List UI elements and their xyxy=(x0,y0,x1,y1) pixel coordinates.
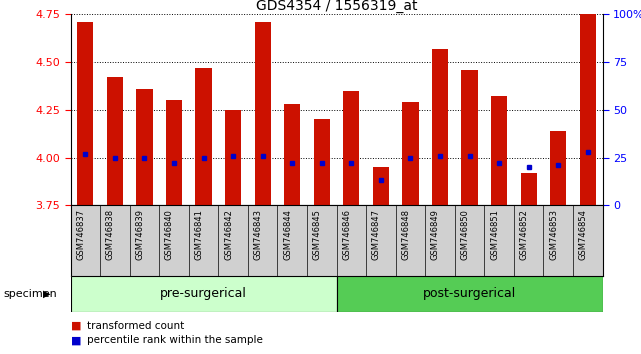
Title: GDS4354 / 1556319_at: GDS4354 / 1556319_at xyxy=(256,0,417,13)
Text: transformed count: transformed count xyxy=(87,321,184,331)
Bar xyxy=(462,70,478,205)
Bar xyxy=(520,173,537,205)
Text: GSM746847: GSM746847 xyxy=(372,209,381,260)
Text: post-surgerical: post-surgerical xyxy=(423,287,516,300)
Bar xyxy=(550,131,567,205)
Text: GSM746846: GSM746846 xyxy=(342,209,351,260)
Text: GSM746845: GSM746845 xyxy=(313,209,322,260)
Bar xyxy=(343,91,360,205)
Text: pre-surgerical: pre-surgerical xyxy=(160,287,247,300)
Bar xyxy=(137,89,153,205)
Bar xyxy=(403,102,419,205)
Bar xyxy=(166,100,182,205)
Bar xyxy=(254,22,271,205)
Text: GSM746837: GSM746837 xyxy=(76,209,85,260)
Text: GSM746838: GSM746838 xyxy=(106,209,115,260)
Bar xyxy=(106,77,123,205)
Text: GSM746853: GSM746853 xyxy=(549,209,558,260)
Bar xyxy=(372,167,389,205)
Bar xyxy=(225,110,241,205)
Bar xyxy=(77,22,94,205)
Text: GSM746849: GSM746849 xyxy=(431,209,440,260)
Bar xyxy=(432,48,448,205)
Text: GSM746844: GSM746844 xyxy=(283,209,292,260)
Text: GSM746851: GSM746851 xyxy=(490,209,499,260)
Text: specimen: specimen xyxy=(3,289,57,299)
Text: GSM746848: GSM746848 xyxy=(401,209,410,260)
Text: GSM746840: GSM746840 xyxy=(165,209,174,260)
Text: GSM746852: GSM746852 xyxy=(520,209,529,260)
Bar xyxy=(313,119,330,205)
Text: GSM746843: GSM746843 xyxy=(254,209,263,260)
Bar xyxy=(71,276,337,312)
Text: GSM746841: GSM746841 xyxy=(194,209,204,260)
Text: ■: ■ xyxy=(71,321,81,331)
Bar xyxy=(196,68,212,205)
Text: GSM746854: GSM746854 xyxy=(579,209,588,260)
Bar xyxy=(579,14,596,205)
Bar xyxy=(284,104,301,205)
Text: GSM746839: GSM746839 xyxy=(135,209,144,260)
Text: ■: ■ xyxy=(71,335,81,345)
Bar xyxy=(337,276,603,312)
Text: GSM746842: GSM746842 xyxy=(224,209,233,260)
Bar xyxy=(491,96,507,205)
Text: percentile rank within the sample: percentile rank within the sample xyxy=(87,335,262,345)
Text: ▶: ▶ xyxy=(43,289,51,299)
Text: GSM746850: GSM746850 xyxy=(460,209,469,260)
